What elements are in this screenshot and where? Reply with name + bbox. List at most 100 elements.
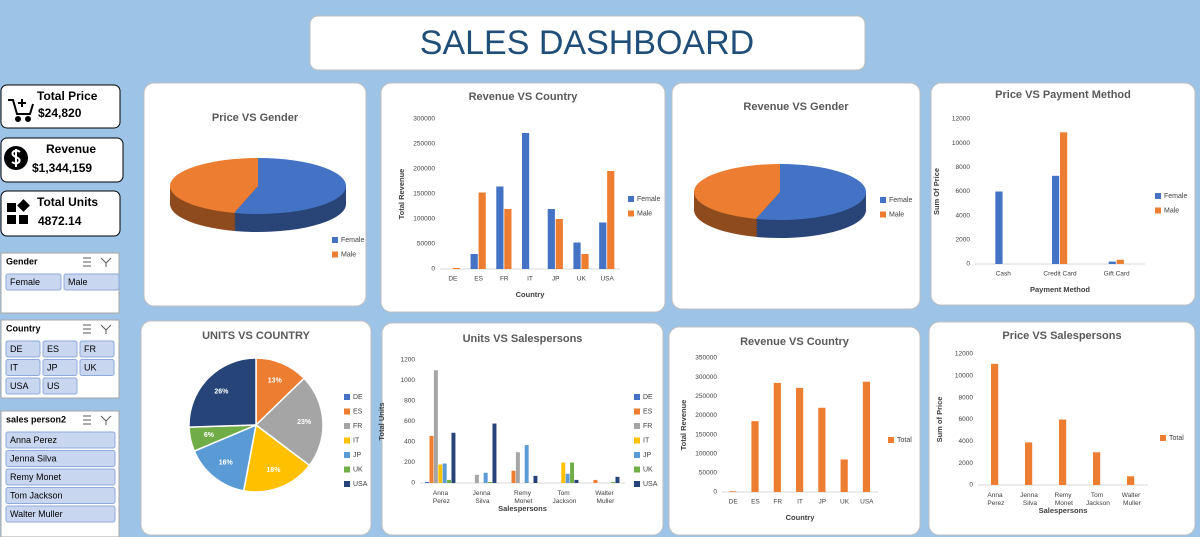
slicer-title: Gender: [6, 256, 38, 266]
dollar-icon: [4, 146, 28, 170]
chart: Units VS Salespersons 0 200 400 600 800 1000 12…: [377, 322, 664, 536]
y-tick-label: 1000: [401, 377, 416, 384]
slicer-item-label[interactable]: USA: [10, 381, 29, 391]
legend-swatch: [634, 408, 640, 415]
y-tick-label: 150000: [413, 191, 435, 198]
x-tick-label: Remy Monet: [1053, 492, 1073, 507]
y-axis-label: Total Units: [377, 402, 386, 440]
x-tick-label: DE: [448, 276, 458, 283]
slicer-item-label[interactable]: US: [47, 381, 60, 391]
legend-swatch: [332, 237, 338, 243]
bar: [773, 382, 781, 492]
legend-label: ES: [643, 408, 653, 415]
slicer-item[interactable]: [5, 377, 41, 395]
legend-swatch: [634, 437, 640, 444]
slicer-icon: [83, 257, 112, 267]
slicer-item[interactable]: [79, 359, 115, 376]
bar: [581, 254, 589, 269]
slicer-item[interactable]: [5, 340, 41, 358]
slicer-item[interactable]: [5, 431, 116, 449]
slicer-item[interactable]: [5, 505, 116, 523]
x-tick-label: Remy Monet: [513, 490, 533, 505]
slicer-item-label[interactable]: Male: [68, 277, 88, 287]
slicer-icon: [83, 324, 112, 334]
chart-title: UNITS VS COUNTRY: [202, 330, 310, 342]
x-tick-label: DE: [729, 499, 739, 506]
bar: [451, 432, 456, 483]
bar: [1060, 132, 1068, 264]
legend-label: UK: [353, 466, 363, 473]
y-tick-label: 12000: [955, 351, 973, 358]
data-label: 6%: [204, 432, 215, 439]
slicer-item[interactable]: [5, 450, 116, 467]
x-tick-label: JP: [552, 276, 560, 283]
slicer-item[interactable]: [5, 273, 62, 291]
slicer-item-label[interactable]: Jenna Silva: [10, 453, 57, 463]
slicer-item-label[interactable]: Female: [10, 277, 40, 287]
bar: [511, 470, 516, 483]
bar: [796, 387, 804, 492]
slicer-item-label[interactable]: Walter Muller: [10, 509, 63, 519]
slicer-item-label[interactable]: DE: [10, 344, 23, 354]
legend-swatch: [332, 251, 338, 258]
legend-label: USA: [353, 481, 368, 488]
cart-icon: [8, 99, 34, 122]
slicer-item-label[interactable]: Anna Perez: [10, 435, 58, 445]
data-label: 18%: [266, 467, 281, 474]
x-axis-label: Salespersons: [1039, 506, 1088, 515]
kpi-texts: Total Price $24,820 Revenue $1,344,159 Total…: [32, 89, 98, 228]
x-tick-label: IT: [797, 499, 803, 506]
bar: [1059, 419, 1067, 485]
data-label: 23%: [297, 419, 312, 426]
bar: [547, 209, 555, 269]
y-tick-label: 0: [713, 489, 717, 496]
slicer-item[interactable]: [5, 487, 116, 504]
slicer-item-label[interactable]: FR: [84, 344, 96, 354]
y-tick-label: 8000: [959, 394, 974, 401]
pie-slice: [254, 377, 324, 467]
legend-label: DE: [353, 394, 363, 401]
slicer-item-label[interactable]: IT: [10, 362, 19, 372]
x-axis-label: Country: [786, 513, 816, 522]
legend-swatch: [880, 197, 886, 203]
kpi-value: $24,820: [38, 106, 82, 120]
bar: [524, 445, 529, 483]
slicer-item[interactable]: [42, 377, 78, 395]
data-label: 16%: [219, 459, 234, 466]
legend-label: Male: [637, 210, 652, 217]
bar: [478, 192, 486, 269]
slicer-item-label[interactable]: UK: [84, 362, 97, 372]
slicer-item-label[interactable]: Tom Jackson: [10, 490, 63, 500]
y-axis-label: Total Revenue: [679, 400, 688, 451]
bar: [615, 476, 620, 483]
chart-title: Price VS Gender: [212, 112, 299, 124]
bar: [1025, 442, 1033, 485]
slicer-item-label[interactable]: JP: [47, 362, 58, 372]
slicers: Gender Female Male Country DE ES FR IT JP UK USA US…: [0, 252, 120, 537]
y-tick-label: 0: [411, 480, 415, 487]
chart-title: Revenue VS Gender: [743, 101, 849, 113]
y-tick-label: 0: [966, 261, 970, 268]
slicer-item[interactable]: [42, 340, 78, 358]
y-tick-label: 200: [404, 459, 415, 466]
x-tick-label: Walter Muller: [595, 490, 615, 505]
x-tick-label: ES: [474, 276, 483, 283]
slicer-title: Country: [6, 323, 41, 333]
slicer-item[interactable]: [63, 273, 120, 291]
legend-label: Male: [889, 211, 904, 218]
slicer-item-label[interactable]: Remy Monet: [10, 472, 62, 482]
slicer-item[interactable]: [5, 359, 41, 376]
legend-swatch: [634, 423, 640, 429]
slicer-item-label[interactable]: ES: [47, 344, 59, 354]
y-tick-label: 4000: [959, 438, 974, 445]
y-tick-label: 250000: [413, 141, 435, 148]
slicer-item[interactable]: [79, 340, 115, 358]
chart-card: [668, 326, 921, 536]
legend-swatch: [344, 394, 350, 400]
bar: [1127, 476, 1135, 485]
slicer-item[interactable]: [5, 468, 116, 486]
x-tick-label: Tom Jackson: [551, 490, 577, 505]
chart: Revenue VS Gender Female Male: [671, 82, 921, 310]
slicer-item[interactable]: [42, 359, 78, 376]
